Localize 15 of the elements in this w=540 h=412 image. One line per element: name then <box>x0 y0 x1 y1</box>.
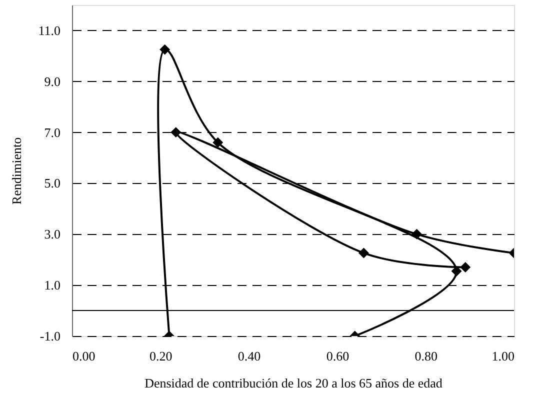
y-tick-label: 3.0 <box>44 226 60 242</box>
y-tick-label: 11.0 <box>38 22 60 38</box>
x-tick-label: 0.00 <box>72 348 96 364</box>
y-tick-label: 1.0 <box>44 278 60 293</box>
y-tick-label: 7.0 <box>44 124 60 140</box>
x-tick-label: 0.60 <box>326 348 350 364</box>
x-axis-title: Densidad de contribución de los 20 a los 65 años de edad <box>144 376 443 390</box>
x-tick-label: 1.00 <box>492 348 514 364</box>
x-tick-label: 0.20 <box>150 348 172 364</box>
x-tick-label: 0.40 <box>238 348 261 364</box>
y-tick-label: 5.0 <box>44 176 60 191</box>
x-tick-label: 0.80 <box>414 348 438 364</box>
y-tick-label: 9.0 <box>44 74 60 89</box>
y-tick-label: -1.0 <box>40 328 60 344</box>
y-axis-title: Rendimiento <box>9 137 24 205</box>
